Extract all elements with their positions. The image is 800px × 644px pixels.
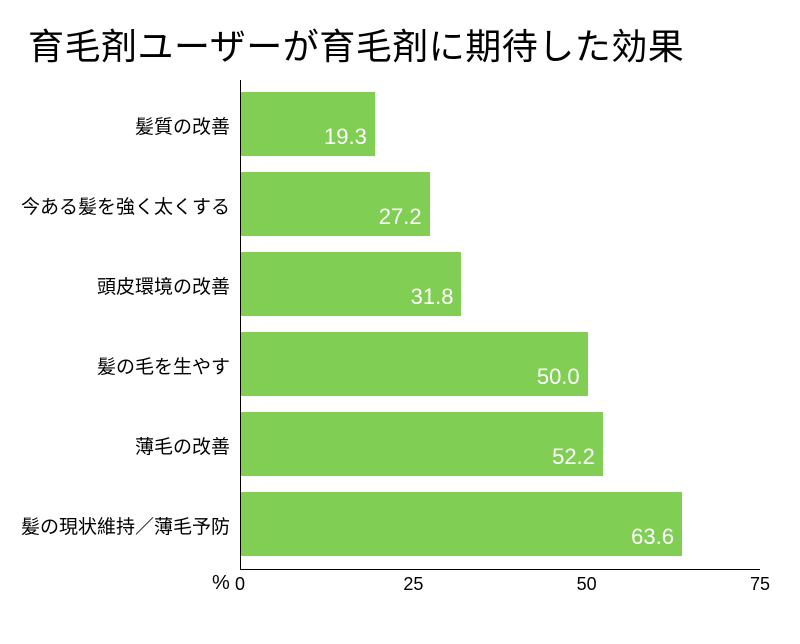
bar-row: 63.6 xyxy=(241,492,761,556)
plot-region: 19.3 27.2 31.8 50.0 52.2 63.6 xyxy=(240,80,760,570)
x-tick: 75 xyxy=(750,574,770,595)
category-label: 髪の現状維持／薄毛予防 xyxy=(10,512,230,539)
bar-value: 27.2 xyxy=(379,204,422,230)
x-tick: 50 xyxy=(577,574,597,595)
bar: 52.2 xyxy=(241,412,603,476)
bar-value: 63.6 xyxy=(631,524,674,550)
bar: 31.8 xyxy=(241,252,461,316)
x-tick: 25 xyxy=(403,574,423,595)
bar: 19.3 xyxy=(241,92,375,156)
category-label: 髪質の改善 xyxy=(10,112,230,139)
category-label: 薄毛の改善 xyxy=(10,432,230,459)
category-label: 頭皮環境の改善 xyxy=(10,272,230,299)
bar-row: 19.3 xyxy=(241,92,761,156)
bar-value: 31.8 xyxy=(411,284,454,310)
category-label: 今ある髪を強く太くする xyxy=(10,192,230,219)
x-axis-unit: % xyxy=(212,572,230,595)
category-label: 髪の毛を生やす xyxy=(10,352,230,379)
bar: 27.2 xyxy=(241,172,430,236)
bar-row: 50.0 xyxy=(241,332,761,396)
bar-row: 27.2 xyxy=(241,172,761,236)
bar-row: 31.8 xyxy=(241,252,761,316)
chart-area: 19.327.231.850.052.263.6 % 0255075 xyxy=(240,80,760,600)
chart-title: 育毛剤ユーザーが育毛剤に期待した効果 xyxy=(28,18,684,70)
bar-value: 19.3 xyxy=(324,124,367,150)
bar-row: 52.2 xyxy=(241,412,761,476)
bar-value: 50.0 xyxy=(537,364,580,390)
x-tick: 0 xyxy=(235,574,245,595)
bar-value: 52.2 xyxy=(552,444,595,470)
bar: 63.6 xyxy=(241,492,682,556)
bar: 50.0 xyxy=(241,332,588,396)
